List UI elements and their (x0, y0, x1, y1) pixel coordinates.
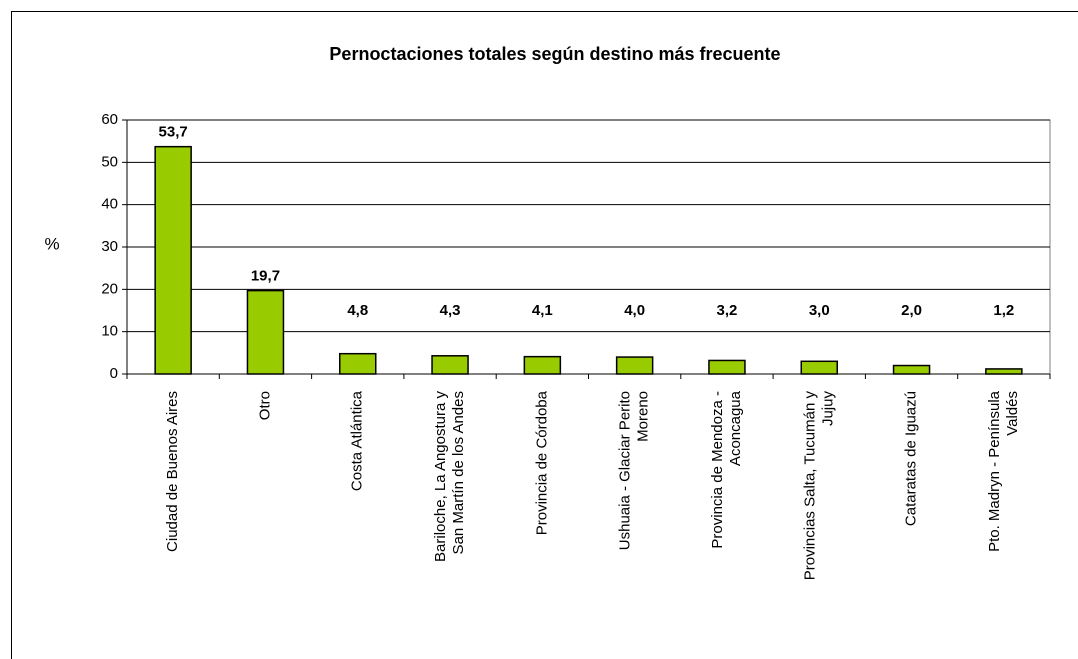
bar (523, 355, 562, 375)
x-tick-label: Provincia de Mendoza -Aconcagua (709, 390, 744, 548)
x-tick-label: Cataratas de Iguazú (903, 391, 920, 526)
value-label: 4,8 (347, 302, 368, 319)
y-tick-label: 20 (101, 280, 118, 297)
y-tick-label: 30 (101, 238, 118, 255)
value-label: 1,2 (993, 302, 1014, 319)
value-label: 2,0 (901, 302, 922, 319)
bar (800, 360, 838, 375)
x-tick-label: Provincias Salta, Tucumán yJujuy (801, 391, 836, 581)
x-tick-label: Ushuaia - Glaciar PeritoMoreno (617, 391, 652, 550)
bar (339, 352, 377, 375)
bar (431, 355, 469, 375)
value-label: 53,7 (159, 124, 188, 141)
value-label: 3,0 (809, 302, 830, 319)
value-label: 4,1 (532, 302, 553, 319)
y-tick-label: 40 (101, 196, 118, 213)
bar (708, 359, 746, 375)
bar (985, 368, 1023, 375)
x-tick-label: Provincia de Córdoba (533, 390, 550, 535)
x-tick-label: Pto. Madryn - PenínsulaValdés (986, 390, 1021, 552)
value-label: 19,7 (251, 268, 280, 285)
value-label: 3,2 (717, 302, 738, 319)
y-axis-label: % (44, 234, 59, 253)
y-tick-label: 10 (101, 323, 118, 340)
x-tick-label: Otro (256, 391, 273, 420)
bar (615, 356, 654, 375)
y-tick-label: 50 (101, 153, 118, 170)
bar (892, 364, 931, 375)
x-tick-label: Bariloche, La Angostura ySan Martín de l… (432, 391, 467, 562)
bar (154, 145, 192, 375)
x-tick-label: Ciudad de Buenos Aires (164, 391, 181, 552)
value-label: 4,3 (440, 302, 461, 319)
value-label: 4,0 (624, 302, 645, 319)
x-tick-label: Costa Atlántica (349, 390, 366, 491)
y-tick-label: 0 (110, 365, 118, 382)
chart-title: Pernoctaciones totales según destino más… (329, 44, 780, 64)
bar (246, 289, 285, 375)
y-tick-label: 60 (101, 111, 118, 128)
